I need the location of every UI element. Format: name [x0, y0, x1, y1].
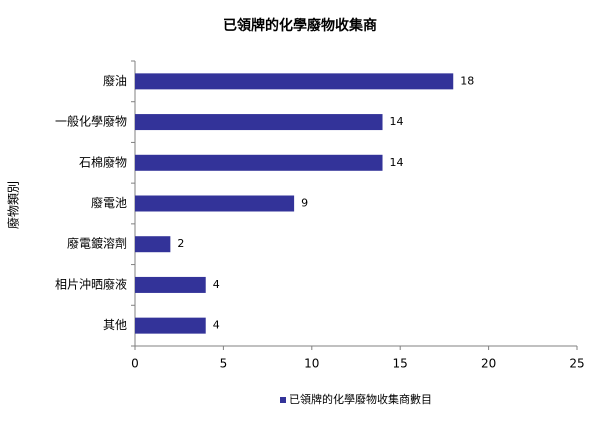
x-tick-label: 20: [481, 357, 496, 371]
y-tick-label: 一般化學廢物: [55, 114, 127, 129]
x-tick-label: 0: [131, 357, 139, 371]
data-label: 9: [301, 197, 308, 210]
y-tick-label: 廢電鍍溶劑: [67, 236, 127, 251]
bar: [135, 154, 383, 171]
x-tick-label: 25: [569, 357, 584, 371]
x-tick-label: 5: [220, 357, 228, 371]
y-tick-label: 相片沖晒廢液: [55, 276, 127, 291]
data-label: 14: [390, 156, 404, 169]
bar: [135, 317, 206, 334]
chart-title: 已領牌的化學廢物收集商: [223, 17, 377, 34]
data-label: 2: [177, 237, 184, 250]
y-tick-label: 廢油: [103, 73, 127, 88]
data-label: 4: [213, 278, 220, 291]
x-tick-label: 15: [393, 357, 408, 371]
y-axis-label: 廢物類別: [6, 181, 21, 229]
y-tick-label: 廢電池: [91, 195, 127, 210]
data-label: 18: [460, 74, 474, 87]
legend-swatch: [280, 397, 286, 403]
bar: [135, 236, 171, 253]
y-tick-label: 其他: [103, 318, 127, 332]
legend-label: 已領牌的化學廢物收集商數目: [289, 392, 432, 406]
data-label: 14: [390, 115, 404, 128]
bar: [135, 114, 383, 131]
y-tick-label: 石棉廢物: [79, 154, 127, 169]
bar: [135, 195, 295, 212]
data-label: 4: [213, 319, 220, 332]
bar: [135, 73, 454, 90]
bar: [135, 276, 206, 293]
x-tick-label: 10: [304, 357, 319, 371]
